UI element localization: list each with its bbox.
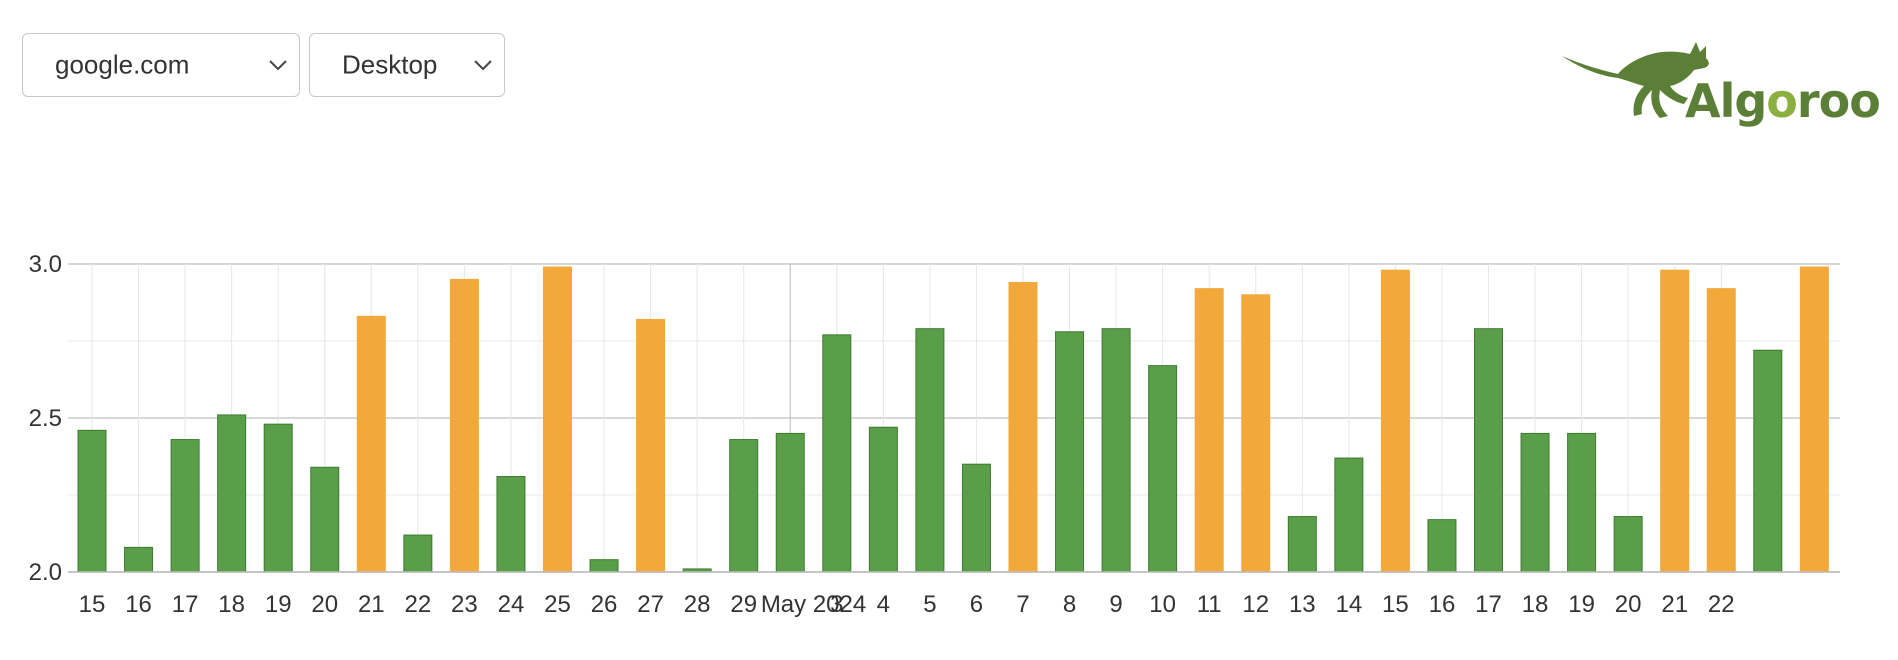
x-tick-label: 19 <box>265 591 292 618</box>
x-tick-label: 5 <box>923 591 936 618</box>
bar[interactable] <box>636 318 666 573</box>
x-tick-label: 13 <box>1289 591 1316 618</box>
bar[interactable] <box>1148 365 1178 573</box>
bar[interactable] <box>1474 328 1503 573</box>
x-tick-label: 15 <box>79 591 106 618</box>
bar[interactable] <box>449 278 479 573</box>
x-tick-label: 29 <box>730 591 757 618</box>
logo-text: Algoroo <box>1685 78 1881 124</box>
site-select[interactable]: google.com <box>22 33 300 97</box>
x-tick-label: 12 <box>1242 591 1269 618</box>
logo-text-part3: roo <box>1796 74 1881 128</box>
bar[interactable] <box>263 423 293 573</box>
bar[interactable] <box>1753 349 1783 573</box>
x-tick-label: 20 <box>311 591 338 618</box>
x-tick-label: 10 <box>1149 591 1176 618</box>
bar[interactable] <box>1241 294 1271 573</box>
x-tick-label: 26 <box>591 591 618 618</box>
bar[interactable] <box>961 463 991 573</box>
bar[interactable] <box>822 334 852 573</box>
bar[interactable] <box>77 429 107 573</box>
bar[interactable] <box>403 534 433 573</box>
kangaroo-icon <box>1562 42 1709 118</box>
bar[interactable] <box>1799 266 1829 573</box>
x-tick-label: 15 <box>1382 591 1409 618</box>
algoroo-logo[interactable]: Algoroo <box>1560 34 1885 134</box>
bar[interactable] <box>356 315 386 573</box>
bar[interactable] <box>1194 288 1224 573</box>
x-tick-label: 27 <box>637 591 664 618</box>
bar[interactable] <box>1520 432 1550 573</box>
x-tick-label: 18 <box>218 591 245 618</box>
bar[interactable] <box>1287 516 1317 573</box>
x-tick-label: 17 <box>1475 591 1502 618</box>
bar[interactable] <box>1055 331 1085 573</box>
x-tick-label: 22 <box>404 591 431 618</box>
bar[interactable] <box>1334 457 1364 573</box>
device-select[interactable]: Desktop <box>309 33 505 97</box>
y-axis: 2.0 2.5 3.0 <box>29 251 62 586</box>
chevron-down-icon <box>269 60 287 71</box>
bar[interactable] <box>1660 269 1690 573</box>
bar[interactable] <box>217 414 247 573</box>
bar[interactable] <box>543 266 572 573</box>
x-tick-label: 6 <box>970 591 983 618</box>
x-tick-label: 19 <box>1568 591 1595 618</box>
x-tick-label: 23 <box>451 591 478 618</box>
bar[interactable] <box>170 439 200 573</box>
x-tick-label: May 2024 <box>761 591 866 618</box>
x-tick-label: 22 <box>1708 591 1735 618</box>
x-tick-label: 17 <box>172 591 199 618</box>
logo-text-part2: o <box>1766 74 1798 128</box>
x-tick-label: 25 <box>544 591 571 618</box>
y-tick-label: 3.0 <box>29 251 62 278</box>
site-select-value: google.com <box>55 49 190 80</box>
bar[interactable] <box>1101 328 1131 573</box>
x-tick-label: 20 <box>1615 591 1642 618</box>
x-tick-label: 28 <box>684 591 711 618</box>
x-tick-label: 4 <box>877 591 890 618</box>
bar[interactable] <box>729 439 759 573</box>
x-tick-label: 21 <box>358 591 385 618</box>
bar[interactable] <box>1008 281 1038 573</box>
bar[interactable] <box>1567 432 1597 573</box>
x-tick-label: 14 <box>1335 591 1362 618</box>
y-tick-label: 2.0 <box>29 559 62 586</box>
x-tick-label: 21 <box>1661 591 1688 618</box>
x-tick-label: 3 <box>830 591 843 618</box>
x-tick-label: 11 <box>1197 591 1222 618</box>
y-tick-label: 2.5 <box>29 405 62 432</box>
x-tick-label: 18 <box>1522 591 1549 618</box>
bar[interactable] <box>496 476 526 573</box>
x-tick-label: 24 <box>498 591 525 618</box>
bar[interactable] <box>1427 519 1457 573</box>
x-tick-label: 7 <box>1016 591 1029 618</box>
logo-text-part1: Alg <box>1685 74 1767 128</box>
chevron-down-icon <box>474 60 492 71</box>
bar[interactable] <box>1380 269 1410 573</box>
bar[interactable] <box>310 466 340 573</box>
x-tick-label: 8 <box>1063 591 1076 618</box>
bar[interactable] <box>1706 288 1736 573</box>
x-tick-label: 16 <box>125 591 152 618</box>
bar[interactable] <box>775 432 805 573</box>
device-select-value: Desktop <box>342 49 438 80</box>
bar[interactable] <box>1613 516 1643 573</box>
bar[interactable] <box>124 546 154 573</box>
bar-series <box>77 266 1829 573</box>
bar[interactable] <box>589 559 619 573</box>
bar[interactable] <box>868 426 898 573</box>
x-tick-label: 16 <box>1429 591 1456 618</box>
bar[interactable] <box>915 328 945 573</box>
x-tick-label: 9 <box>1109 591 1122 618</box>
